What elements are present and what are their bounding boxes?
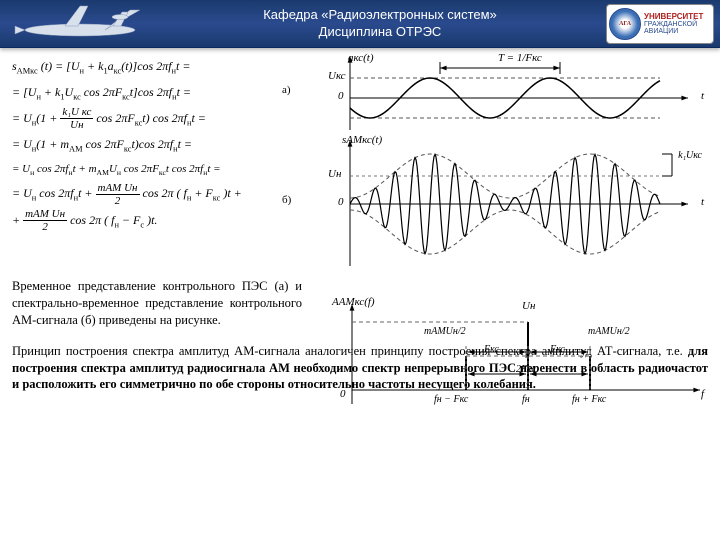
logo-text-top: УНИВЕРСИТЕТ: [644, 12, 703, 21]
label-uks: Uкс: [328, 70, 346, 82]
label-fplus: fн + Fкс: [572, 394, 606, 405]
label-side-l: mАМUн/2: [424, 326, 466, 337]
diagram-b: sАМкс(t) Uн 0 k₁Uкс t б): [300, 138, 708, 270]
label-fks-r: Fкс: [550, 344, 565, 355]
label-t-b: t: [701, 196, 704, 208]
label-un-b: Uн: [328, 168, 341, 180]
formula-line-6: = Uн cos 2πfнt + mАМ Uн2 cos 2π ( fн + F…: [12, 181, 292, 207]
spectrum-plot: [328, 300, 708, 410]
label-zero-a: 0: [338, 90, 344, 102]
logo-emblem-icon: [609, 8, 641, 40]
label-spec-f: f: [701, 388, 704, 400]
label-spec-un: Uн: [522, 300, 535, 312]
top-row: sАМкс (t) = [Uн + k1aкс(t)]cos 2πfнt = =…: [12, 54, 708, 270]
label-2fks: 2Fкс: [516, 364, 536, 375]
spectrum-diagram: AАМкс(f) 0 Uн mАМUн/2 mАМUн/2 Fкс Fкс 2F…: [328, 300, 708, 410]
tag-a: а): [282, 84, 291, 96]
formula-line-4: = Uн(1 + mАМ cos 2πFксt)cos 2πfнt =: [12, 132, 292, 158]
label-fminus: fн − Fкс: [434, 394, 468, 405]
label-zero-b: 0: [338, 196, 344, 208]
label-sam: sАМкс(t): [342, 134, 382, 146]
sine-plot: [300, 54, 700, 134]
formula-line-5: = Uн cos 2πfнt + mАМUн cos 2πFксt cos 2π…: [12, 158, 292, 181]
slide-header: Кафедра «Радиоэлектронных систем» Дисцип…: [0, 0, 720, 48]
label-period: T = 1/Fкс: [498, 52, 542, 64]
formula-line-7: + mАМ Uн2 cos 2π ( fн − Fс )t.: [12, 208, 292, 234]
caption-1: Временное представление контрольного ПЭС…: [12, 278, 302, 329]
formula-derivation: sАМкс (t) = [Uн + k1aкс(t)]cos 2πfнt = =…: [12, 54, 292, 270]
label-fn: fн: [522, 394, 530, 405]
label-spec-zero: 0: [340, 388, 346, 400]
label-k1u: k₁Uкс: [678, 150, 702, 161]
formula-line-2: = [Uн + k1Uкс cos 2πFксt]cos 2πfнt =: [12, 80, 292, 106]
label-aks: aкс(t): [348, 52, 374, 64]
formula-line-1: sАМкс (t) = [Uн + k1aкс(t)]cos 2πfнt =: [12, 54, 292, 80]
tag-b: б): [282, 194, 291, 206]
formula-line-3: = Uн(1 + k₁U ксUн cos 2πFксt) cos 2πfнt …: [12, 106, 292, 132]
diagram-a: aкс(t) Uкс 0 T = 1/Fкс t а): [300, 54, 708, 134]
time-diagrams: aкс(t) Uкс 0 T = 1/Fкс t а) sАМкс(t) Uн …: [300, 54, 708, 270]
logo-text: УНИВЕРСИТЕТ ГРАЖДАНСКОЙ АВИАЦИИ: [644, 13, 711, 35]
airplane-icon: [10, 2, 150, 46]
label-fks-l: Fкс: [484, 344, 499, 355]
label-spec-y: AАМкс(f): [332, 296, 375, 308]
label-side-r: mАМUн/2: [588, 326, 630, 337]
label-t-a: t: [701, 90, 704, 102]
logo-text-bottom: ГРАЖДАНСКОЙ АВИАЦИИ: [644, 21, 697, 35]
am-plot: [300, 138, 700, 270]
university-logo: УНИВЕРСИТЕТ ГРАЖДАНСКОЙ АВИАЦИИ: [606, 4, 714, 44]
